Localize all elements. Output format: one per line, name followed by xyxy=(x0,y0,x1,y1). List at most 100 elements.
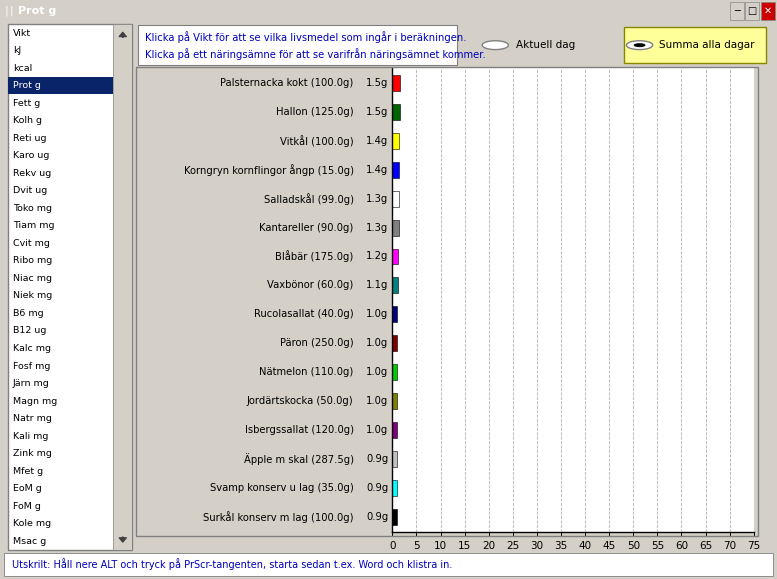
Ellipse shape xyxy=(626,41,653,50)
Text: 1.3g: 1.3g xyxy=(366,193,388,204)
Text: Prot g: Prot g xyxy=(18,6,56,16)
Ellipse shape xyxy=(634,43,646,47)
Text: Vikt: Vikt xyxy=(12,28,31,38)
Bar xyxy=(392,335,397,351)
Bar xyxy=(623,27,766,63)
Text: Toko mg: Toko mg xyxy=(12,204,52,213)
Text: Blåbär (175.0g): Blåbär (175.0g) xyxy=(275,251,354,262)
Text: Kali mg: Kali mg xyxy=(12,431,48,441)
Bar xyxy=(392,75,399,91)
Text: 1.4g: 1.4g xyxy=(366,164,388,175)
Text: Tiam mg: Tiam mg xyxy=(12,221,54,230)
Ellipse shape xyxy=(483,41,508,50)
Text: Hallon (125.0g): Hallon (125.0g) xyxy=(276,107,354,117)
Text: Msac g: Msac g xyxy=(12,537,46,546)
Text: Natr mg: Natr mg xyxy=(12,414,51,423)
Text: 1.0g: 1.0g xyxy=(366,309,388,320)
Bar xyxy=(392,190,399,207)
Text: ─: ─ xyxy=(734,6,740,16)
Text: Klicka på ett näringsämne för att se varifrån näringsämnet kommer.: Klicka på ett näringsämne för att se var… xyxy=(145,48,486,60)
Text: kcal: kcal xyxy=(12,64,32,72)
Text: 1.2g: 1.2g xyxy=(366,251,388,262)
Text: Kalc mg: Kalc mg xyxy=(12,344,51,353)
Text: □: □ xyxy=(747,6,757,16)
Text: Zink mg: Zink mg xyxy=(12,449,51,458)
Text: Järn mg: Järn mg xyxy=(12,379,50,388)
Bar xyxy=(392,509,397,525)
Text: Svamp konserv u lag (35.0g): Svamp konserv u lag (35.0g) xyxy=(210,483,354,493)
Text: Rekv ug: Rekv ug xyxy=(12,168,51,178)
Text: Fosf mg: Fosf mg xyxy=(12,361,51,371)
Text: Utskrilt: Håll nere ALT och tryck på PrScr-tangenten, starta sedan t.ex. Word oc: Utskrilt: Håll nere ALT och tryck på PrS… xyxy=(12,559,452,570)
Text: Palsternacka kokt (100.0g): Palsternacka kokt (100.0g) xyxy=(221,78,354,88)
Text: Prot g: Prot g xyxy=(12,81,40,90)
Bar xyxy=(4,553,773,576)
Text: 1.1g: 1.1g xyxy=(366,280,388,291)
Bar xyxy=(392,219,399,236)
Bar xyxy=(392,104,399,120)
Text: EoM g: EoM g xyxy=(12,484,41,493)
Text: 1.0g: 1.0g xyxy=(366,425,388,435)
Text: Kantareller (90.0g): Kantareller (90.0g) xyxy=(260,222,354,233)
Text: 1.5g: 1.5g xyxy=(366,78,388,88)
Text: Vaxbönor (60.0g): Vaxbönor (60.0g) xyxy=(267,280,354,291)
Text: 1.0g: 1.0g xyxy=(366,338,388,349)
Text: Dvit ug: Dvit ug xyxy=(12,186,47,195)
Bar xyxy=(392,248,398,265)
Bar xyxy=(392,451,397,467)
FancyArrowPatch shape xyxy=(120,537,126,542)
Text: Niek mg: Niek mg xyxy=(12,291,52,301)
Text: B12 ug: B12 ug xyxy=(12,327,46,335)
Text: Karo ug: Karo ug xyxy=(12,151,49,160)
Text: Kolh g: Kolh g xyxy=(12,116,42,125)
Text: ✕: ✕ xyxy=(764,6,772,16)
FancyArrowPatch shape xyxy=(120,32,126,37)
Text: FoM g: FoM g xyxy=(12,502,40,511)
Text: 1.0g: 1.0g xyxy=(366,396,388,406)
Text: Aktuell dag: Aktuell dag xyxy=(516,40,575,50)
Text: 0.9g: 0.9g xyxy=(366,454,388,464)
Bar xyxy=(745,2,759,20)
Bar xyxy=(392,133,399,149)
Text: Kole mg: Kole mg xyxy=(12,519,51,528)
Text: Mfet g: Mfet g xyxy=(12,467,43,476)
Bar xyxy=(392,162,399,178)
Text: Jordärtskocka (50.0g): Jordärtskocka (50.0g) xyxy=(247,396,354,406)
Text: Rucolasallat (40.0g): Rucolasallat (40.0g) xyxy=(254,309,354,320)
Text: 1.0g: 1.0g xyxy=(366,367,388,378)
Text: Klicka på Vikt för att se vilka livsmedel som ingår i beräkningen.: Klicka på Vikt för att se vilka livsmede… xyxy=(145,31,466,43)
Text: 0.9g: 0.9g xyxy=(366,512,388,522)
Text: Isbergssallat (120.0g): Isbergssallat (120.0g) xyxy=(245,425,354,435)
Bar xyxy=(8,77,113,94)
Bar xyxy=(730,2,744,20)
Text: Reti ug: Reti ug xyxy=(12,134,47,143)
Bar xyxy=(392,393,397,409)
Text: Vitkål (100.0g): Vitkål (100.0g) xyxy=(280,135,354,146)
Bar xyxy=(392,480,397,496)
Text: ||: || xyxy=(4,6,16,16)
Text: Nätmelon (110.0g): Nätmelon (110.0g) xyxy=(260,367,354,378)
Text: Surkål konserv m lag (100.0g): Surkål konserv m lag (100.0g) xyxy=(203,511,354,523)
Text: Salladskål (99.0g): Salladskål (99.0g) xyxy=(263,193,354,204)
Text: Magn mg: Magn mg xyxy=(12,397,57,406)
Text: Korngryn kornflingor ångp (15.0g): Korngryn kornflingor ångp (15.0g) xyxy=(183,164,354,175)
Bar xyxy=(392,364,397,380)
Text: Fett g: Fett g xyxy=(12,98,40,108)
Text: B6 mg: B6 mg xyxy=(12,309,44,318)
Text: Cvit mg: Cvit mg xyxy=(12,239,50,248)
Text: 1.5g: 1.5g xyxy=(366,107,388,117)
Bar xyxy=(761,2,775,20)
Bar xyxy=(392,422,397,438)
Bar xyxy=(113,24,132,550)
Text: Äpple m skal (287.5g): Äpple m skal (287.5g) xyxy=(243,453,354,465)
Text: Niac mg: Niac mg xyxy=(12,274,52,283)
Text: kJ: kJ xyxy=(12,46,21,55)
Text: 0.9g: 0.9g xyxy=(366,483,388,493)
Bar xyxy=(392,277,398,294)
Text: Ribo mg: Ribo mg xyxy=(12,256,52,265)
Text: 1.4g: 1.4g xyxy=(366,135,388,146)
Text: Päron (250.0g): Päron (250.0g) xyxy=(280,338,354,349)
Text: Summa alla dagar: Summa alla dagar xyxy=(659,40,754,50)
Bar xyxy=(392,306,397,323)
Text: 1.3g: 1.3g xyxy=(366,222,388,233)
